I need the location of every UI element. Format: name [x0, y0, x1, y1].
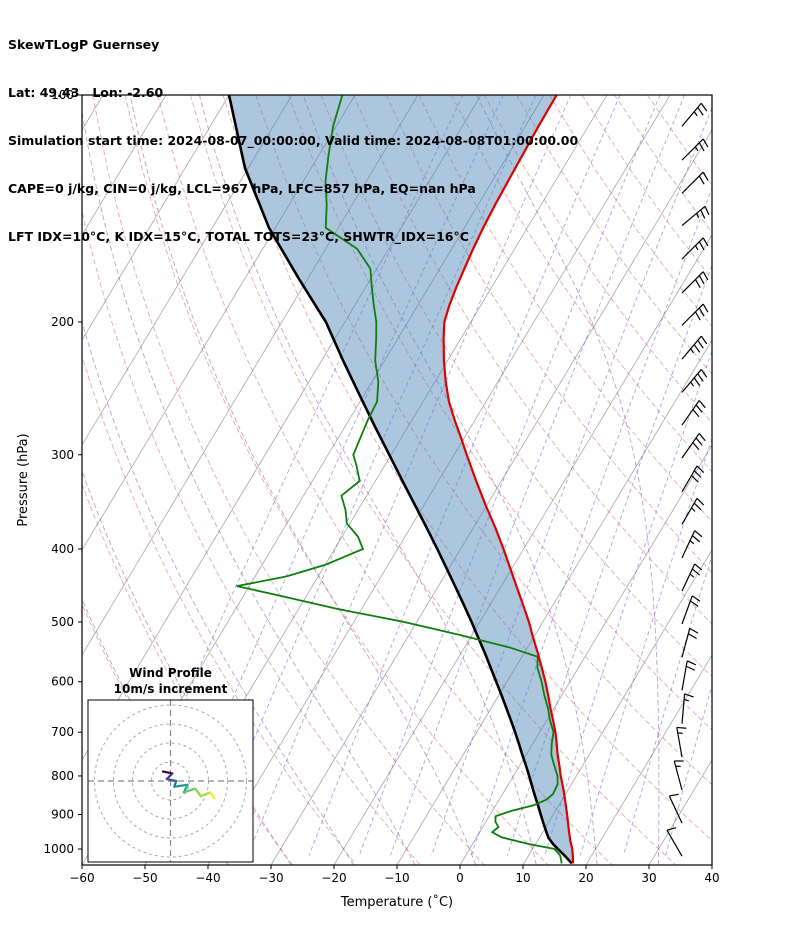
- header-indices-1: CAPE=0 j/kg, CIN=0 j/kg, LCL=967 hPa, LF…: [8, 181, 476, 196]
- x-tick-label: 30: [641, 871, 656, 885]
- hodograph-trace-segment: [165, 777, 178, 783]
- wind-barb: [681, 138, 709, 161]
- header-indices-2: LFT IDX=10°C, K IDX=15°C, TOTAL TOTS=23°…: [8, 229, 469, 244]
- wind-barb: [681, 595, 701, 625]
- x-tick-label: 0: [456, 871, 464, 885]
- wind-barb: [668, 793, 683, 824]
- y-tick-label: 300: [51, 448, 74, 462]
- temperature-profile-line: [442, 95, 575, 864]
- wind-barb: [681, 271, 709, 294]
- hodograph-subtitle: 10m/s increment: [114, 682, 228, 696]
- page-title: SkewTLogP Guernsey: [8, 37, 160, 52]
- x-tick-label: 20: [578, 871, 593, 885]
- wind-barb: [666, 827, 683, 857]
- wind-barb: [681, 627, 699, 658]
- sounding-profiles: [227, 95, 575, 865]
- y-tick-label: 800: [51, 769, 74, 783]
- wind-barb: [681, 660, 697, 691]
- wind-barb: [673, 760, 684, 791]
- hodograph-ring: [113, 723, 228, 839]
- hodograph-ring: [94, 704, 247, 858]
- y-axis-label: Pressure (hPa): [16, 433, 31, 526]
- header-block: SkewTLogP Guernsey Lat: 49.43 Lon: -2.60…: [8, 5, 578, 261]
- hodograph-trace-segment: [165, 772, 174, 781]
- dewpoint-profile-line: [236, 95, 563, 864]
- y-tick-label: 100: [51, 88, 74, 102]
- wind-barb: [681, 369, 708, 393]
- x-tick-label: −50: [132, 871, 157, 885]
- wind-barb: [681, 530, 703, 559]
- wind-barb: [681, 433, 706, 459]
- hodograph-trace-segment: [209, 791, 216, 800]
- wind-barb: [681, 171, 709, 194]
- y-tick-label: 200: [51, 315, 74, 329]
- x-tick-label: −10: [384, 871, 409, 885]
- wind-barb: [681, 237, 709, 260]
- header-location: Lat: 49.43 Lon: -2.60: [8, 85, 164, 100]
- x-tick-label: 40: [704, 871, 719, 885]
- wind-barb: [681, 205, 710, 227]
- hodograph-trace-segment: [194, 787, 202, 798]
- cin-shaded-area: [229, 95, 574, 864]
- hodograph-trace-segment: [182, 787, 197, 794]
- x-axis-label: Temperature (˚C): [340, 894, 453, 910]
- x-tick-label: −20: [321, 871, 346, 885]
- wind-barb: [681, 335, 708, 360]
- moist-adiabat-lines: [82, 95, 660, 865]
- y-tick-label: 900: [51, 808, 74, 822]
- y-tick-label: 1000: [43, 842, 74, 856]
- x-tick-label: −40: [195, 871, 220, 885]
- x-tick-label: −60: [69, 871, 94, 885]
- parcel-profile-line: [227, 95, 573, 865]
- hodograph-title: Wind Profile: [129, 666, 212, 680]
- wind-barb: [676, 726, 687, 758]
- wind-barb: [681, 400, 706, 426]
- y-tick-label: 400: [51, 542, 74, 556]
- y-tick-label: 600: [51, 675, 74, 689]
- wind-barb: [681, 303, 709, 326]
- hodograph-frame: [87, 699, 254, 863]
- header-times: Simulation start time: 2024-08-07_00:00:…: [8, 133, 579, 148]
- hodograph-trace-segment: [173, 783, 189, 788]
- x-tick-label: 10: [515, 871, 530, 885]
- wind-barb: [681, 497, 705, 525]
- wind-barb: [681, 693, 694, 724]
- wind-barb: [681, 102, 708, 127]
- y-tick-label: 700: [51, 725, 74, 739]
- wind-barb: [681, 465, 705, 493]
- y-tick-label: 500: [51, 615, 74, 629]
- hodograph-trace-segment: [161, 770, 174, 775]
- wind-barbs: [666, 102, 710, 857]
- x-tick-label: −30: [258, 871, 283, 885]
- hodograph-trace-segment: [199, 791, 212, 798]
- wind-barb: [681, 563, 703, 592]
- hodograph-inset: Wind Profile 10m/s increment: [87, 666, 254, 863]
